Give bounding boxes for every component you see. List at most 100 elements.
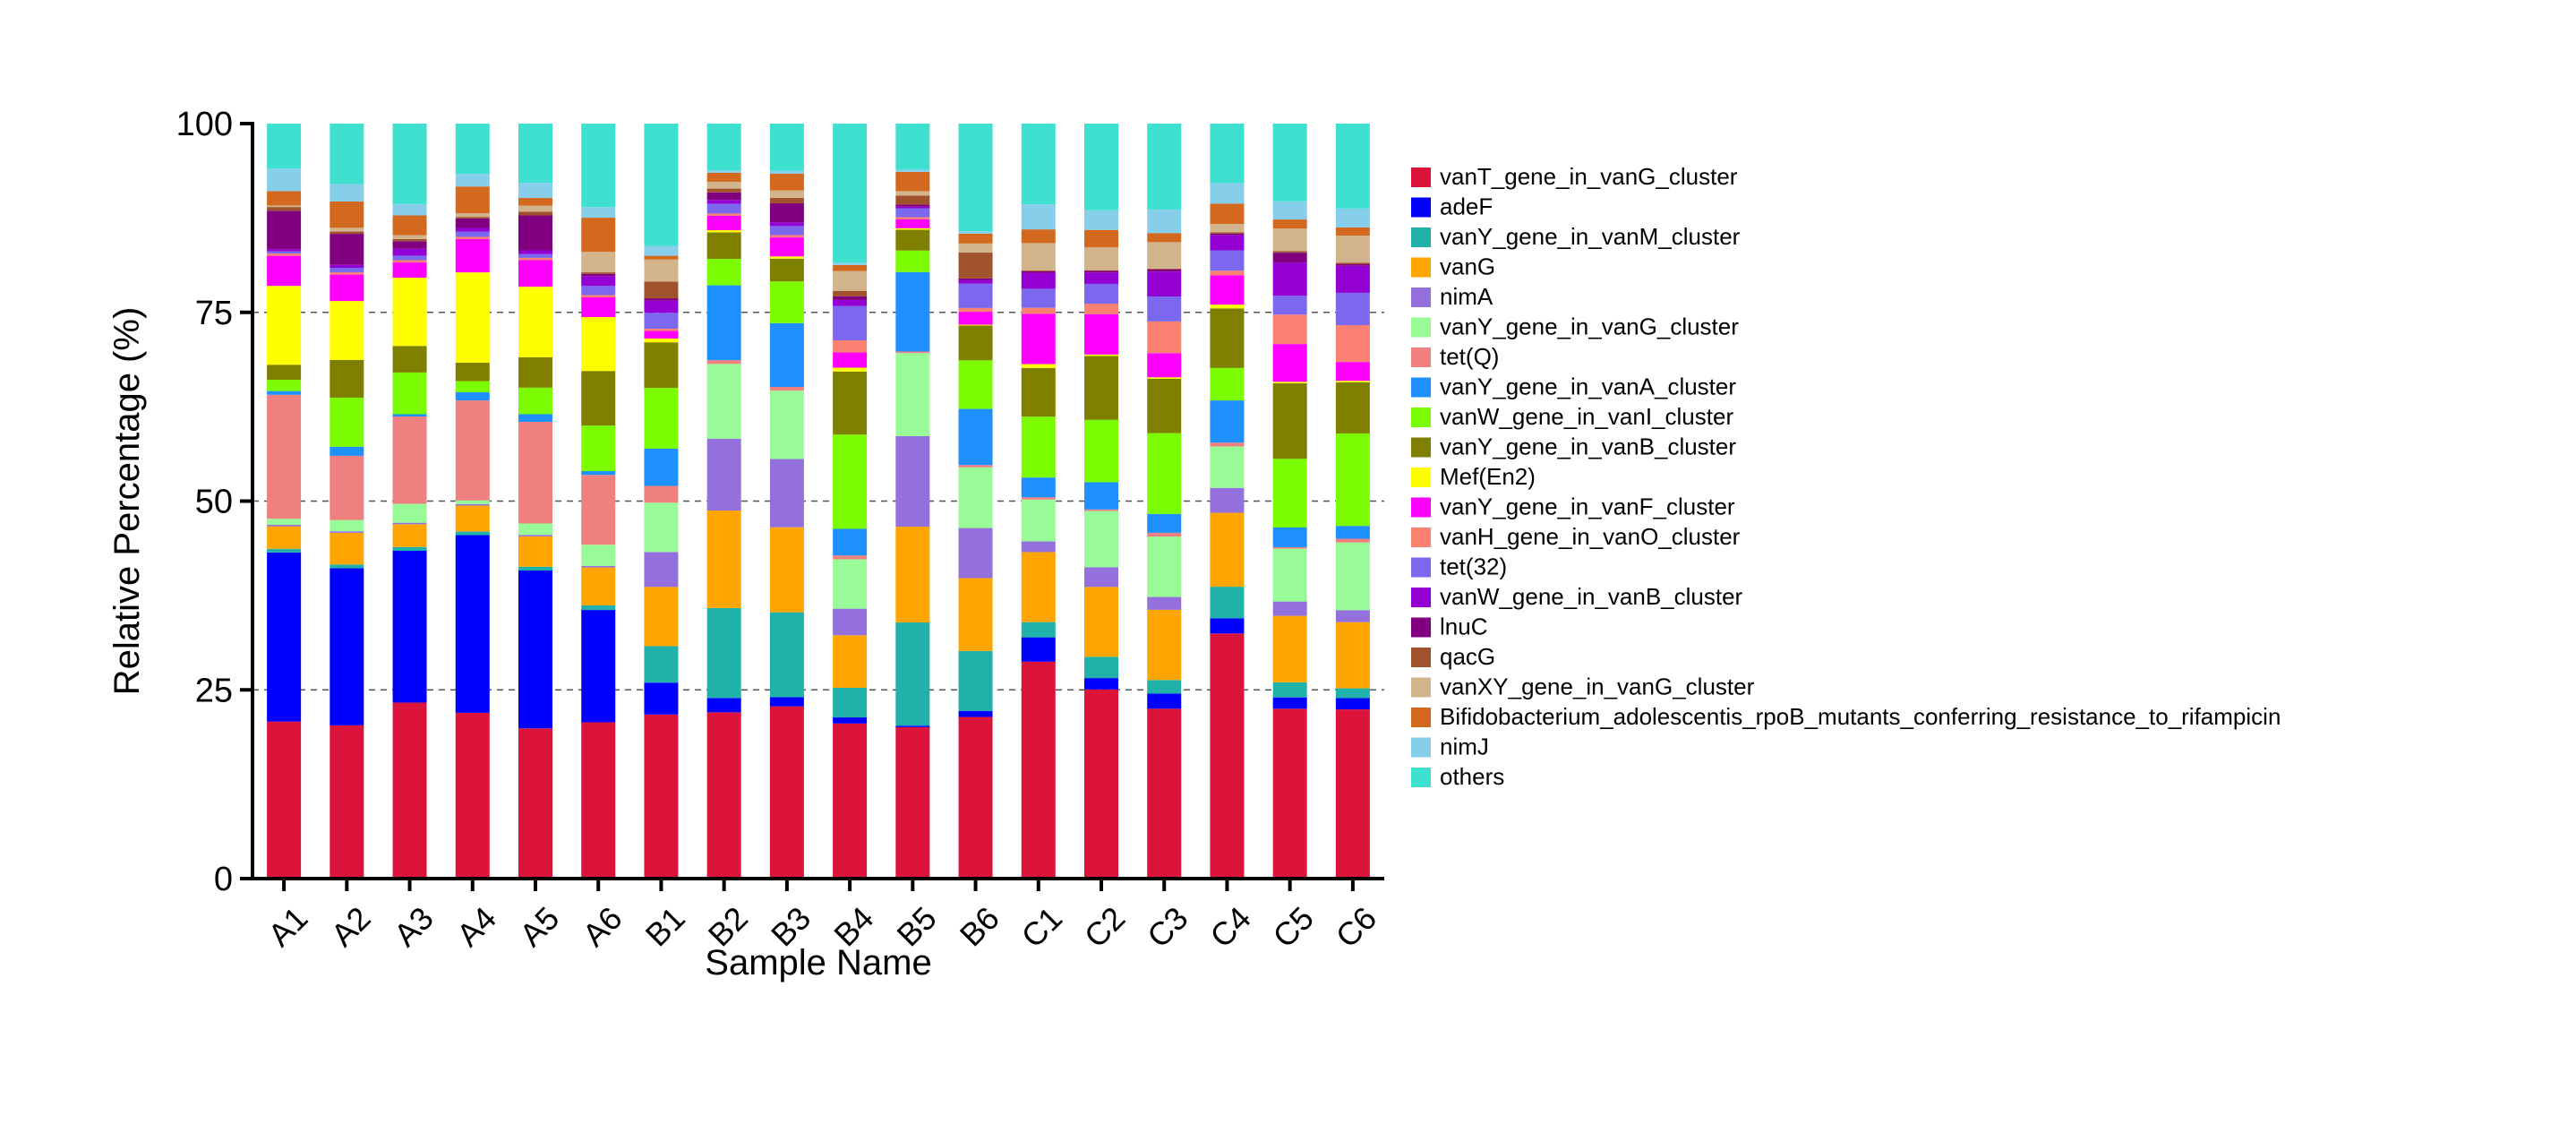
bar-segment-C6-4 — [1335, 610, 1370, 622]
bar-segment-A1-10 — [267, 286, 302, 365]
bar-segment-B1-13 — [644, 313, 679, 329]
bar-segment-B2-12 — [706, 213, 741, 216]
bar-segment-A6-20 — [581, 124, 616, 208]
bar-segment-B4-6 — [833, 555, 868, 560]
bar-segment-C2-0 — [1084, 689, 1118, 879]
bar-segment-A6-18 — [581, 218, 616, 253]
bar-segment-C2-16 — [1084, 270, 1118, 271]
bar-segment-A5-10 — [518, 287, 552, 357]
legend-label: adeF — [1440, 193, 1493, 220]
bar-segment-C2-10 — [1084, 354, 1118, 356]
bar-segment-A3-2 — [392, 546, 427, 551]
legend-swatch — [1411, 617, 1431, 638]
bar-segment-A5-16 — [518, 211, 552, 216]
bar-segment-A5-2 — [518, 566, 552, 571]
bar-segment-C3-20 — [1147, 124, 1182, 210]
bar-segment-A1-13 — [267, 251, 302, 254]
bar-segment-C4-8 — [1210, 367, 1245, 401]
bar-segment-C2-2 — [1084, 656, 1118, 679]
bar-segment-B1-3 — [644, 587, 679, 647]
bar-segment-B6-15 — [958, 278, 993, 280]
bar-segment-B6-17 — [958, 243, 993, 253]
bar-segment-A1-3 — [267, 526, 302, 549]
bar-segment-B1-0 — [644, 714, 679, 879]
bar-segment-C4-20 — [1210, 124, 1245, 184]
bar-segment-A4-11 — [455, 238, 490, 273]
bar-segment-A5-12 — [518, 257, 552, 261]
bar-segment-B2-15 — [706, 192, 741, 201]
legend-swatch — [1411, 468, 1431, 487]
bar-segment-B1-11 — [644, 330, 679, 339]
bar-segment-B5-7 — [895, 271, 930, 352]
bar-segment-B6-3 — [958, 578, 993, 651]
bar-segment-B5-19 — [895, 169, 930, 172]
x-tick-label: A2 — [324, 899, 378, 953]
bar-segment-C5-11 — [1272, 344, 1307, 382]
bar-segment-A2-13 — [329, 268, 364, 273]
bar-segment-C6-5 — [1335, 542, 1370, 611]
bar-segment-C2-14 — [1084, 272, 1118, 284]
x-tick-label: A3 — [387, 899, 441, 953]
bar-segment-C3-16 — [1147, 268, 1182, 270]
bar-segment-C5-0 — [1272, 708, 1307, 879]
bar-segment-B5-14 — [895, 206, 930, 209]
bar-segment-C6-6 — [1335, 538, 1370, 543]
bar-segment-B1-1 — [644, 682, 679, 715]
bar-segment-C1-0 — [1021, 661, 1056, 879]
bar-segment-C4-4 — [1210, 487, 1245, 513]
bar-segment-C3-4 — [1147, 596, 1182, 610]
bar-segment-C3-17 — [1147, 242, 1182, 269]
bar-segment-B4-7 — [833, 528, 868, 556]
bar-segment-C3-8 — [1147, 433, 1182, 514]
legend-label: nimA — [1440, 283, 1493, 310]
bar-segment-A6-13 — [581, 286, 616, 296]
bar-segment-C3-15 — [1147, 269, 1182, 272]
bar-segment-C5-15 — [1272, 253, 1307, 263]
bar-segment-B5-6 — [895, 351, 930, 354]
bar-segment-C3-9 — [1147, 378, 1182, 433]
bar-segment-B4-11 — [833, 352, 868, 368]
bar-segment-A4-20 — [455, 124, 490, 175]
bar-segment-A3-18 — [392, 215, 427, 236]
bar-segment-A5-7 — [518, 414, 552, 422]
legend-swatch — [1411, 408, 1431, 427]
bar-segment-C2-9 — [1084, 356, 1118, 420]
bar-segment-A2-4 — [329, 531, 364, 533]
bar-segment-B4-19 — [833, 262, 868, 265]
bar-segment-B4-10 — [833, 367, 868, 372]
bar-segment-B5-15 — [895, 204, 930, 207]
legend-swatch — [1411, 197, 1431, 218]
legend-label: vanY_gene_in_vanA_cluster — [1440, 373, 1736, 400]
y-tick-label: 50 — [195, 484, 233, 521]
bar-segment-B5-1 — [895, 725, 930, 727]
bar-segment-A3-10 — [392, 277, 427, 347]
bar-segment-C6-7 — [1335, 526, 1370, 539]
bar-segment-C3-11 — [1147, 353, 1182, 378]
bar-segment-B1-16 — [644, 281, 679, 299]
x-tick-label: C6 — [1329, 899, 1384, 955]
legend-swatch — [1411, 347, 1431, 367]
x-tick-label: C1 — [1014, 899, 1070, 955]
bar-segment-C4-10 — [1210, 305, 1245, 309]
bar-segment-A5-9 — [518, 356, 552, 388]
bar-segment-A5-20 — [518, 124, 552, 184]
bar-segment-C5-14 — [1272, 262, 1307, 296]
bar-segment-B1-2 — [644, 646, 679, 683]
bar-segment-C1-10 — [1021, 364, 1056, 368]
bar-segment-B2-10 — [706, 229, 741, 233]
bar-segment-B5-4 — [895, 435, 930, 528]
bar-segment-C3-19 — [1147, 210, 1182, 234]
bar-segment-C1-12 — [1021, 307, 1056, 314]
bar-segment-A3-3 — [392, 524, 427, 547]
bar-segment-C2-6 — [1084, 509, 1118, 511]
y-tick-label: 100 — [176, 106, 233, 143]
bar-segment-C1-18 — [1021, 229, 1056, 244]
bar-segment-B6-18 — [958, 233, 993, 244]
bar-segment-C6-16 — [1335, 262, 1370, 265]
bar-segment-A1-0 — [267, 721, 302, 879]
bar-segment-A6-8 — [581, 425, 616, 472]
legend-swatch — [1411, 377, 1431, 398]
bar-segment-C1-5 — [1021, 499, 1056, 542]
bar-segment-A5-4 — [518, 535, 552, 536]
bar-segment-B1-19 — [644, 245, 679, 256]
